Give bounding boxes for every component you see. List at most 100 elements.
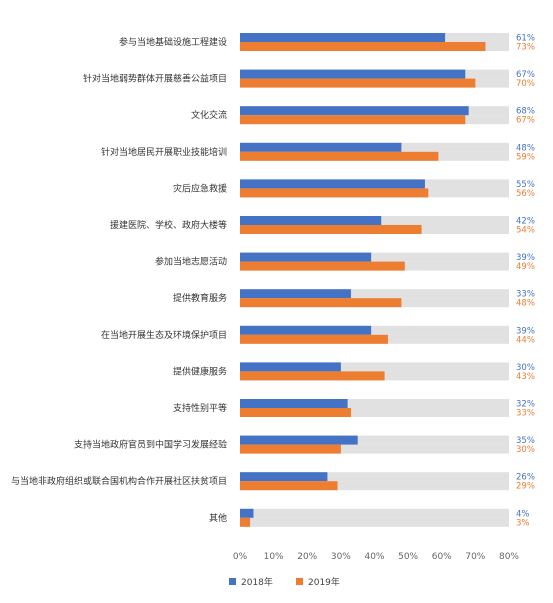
bar-track	[240, 289, 509, 299]
value-label: 39%	[516, 253, 535, 263]
category-label: 参加当地志愿活动	[155, 256, 227, 268]
category-label: 在当地开展生态及环境保护项目	[101, 329, 227, 341]
value-label: 30%	[516, 445, 535, 455]
bar-2018	[240, 508, 254, 518]
legend-swatch	[296, 578, 303, 585]
value-label: 54%	[516, 226, 535, 236]
x-tick-label: 20%	[297, 552, 317, 562]
legend-swatch	[229, 578, 236, 585]
x-tick-label: 10%	[264, 552, 284, 562]
category-label: 参与当地基础设施工程建设	[119, 36, 227, 48]
bar-2018	[240, 435, 358, 445]
bar-2018	[240, 216, 382, 225]
bar-2019	[240, 225, 422, 234]
value-label: 56%	[516, 189, 535, 199]
value-label: 61%	[516, 34, 535, 44]
bar-2019	[240, 188, 429, 198]
x-tick-label: 50%	[398, 552, 418, 562]
bar-track	[240, 517, 509, 527]
value-label: 33%	[516, 409, 535, 419]
value-label: 33%	[516, 290, 535, 300]
category-label: 与当地非政府组织或联合国机构合作开展社区扶贫项目	[11, 475, 227, 487]
category-label: 灾后应急救援	[173, 182, 227, 194]
value-label: 30%	[516, 363, 535, 373]
category-label: 提供教育服务	[173, 292, 227, 304]
value-label: 26%	[516, 473, 535, 483]
value-label: 32%	[516, 400, 535, 410]
legend-label: 2018年	[241, 576, 273, 588]
bar-2018	[240, 252, 372, 262]
x-tick-label: 40%	[364, 552, 384, 562]
value-label: 67%	[516, 70, 535, 80]
category-label: 针对当地弱势群体开展慈善公益项目	[83, 73, 227, 85]
bar-2019	[240, 334, 388, 344]
bar-2018	[240, 106, 469, 116]
bar-2018	[240, 399, 348, 408]
bar-2018	[240, 179, 425, 189]
bar-2018	[240, 472, 328, 482]
value-label: 70%	[516, 79, 535, 89]
x-tick-label: 30%	[331, 552, 351, 562]
category-label: 其他	[209, 512, 227, 524]
bar-track	[240, 435, 509, 445]
value-label: 55%	[516, 180, 535, 190]
value-label: 68%	[516, 107, 535, 117]
value-label: 59%	[516, 152, 535, 162]
bar-2018	[240, 33, 446, 42]
category-label: 提供健康服务	[173, 365, 227, 377]
bar-2019	[240, 151, 439, 161]
category-label: 支持性别平等	[173, 402, 227, 414]
x-tick-label: 0%	[233, 552, 248, 562]
bar-track	[240, 408, 509, 417]
category-label: 支持当地政府官员到中国学习发展经验	[74, 439, 227, 451]
value-label: 73%	[516, 43, 535, 53]
bar-2019	[240, 115, 466, 125]
value-label: 43%	[516, 372, 535, 382]
bar-2018	[240, 325, 372, 335]
bar-2019	[240, 408, 351, 417]
bar-2018	[240, 289, 351, 299]
bar-2019	[240, 42, 486, 51]
bar-track	[240, 325, 509, 335]
legend-label: 2019年	[308, 576, 340, 588]
bar-track	[240, 252, 509, 262]
bar-track	[240, 472, 509, 482]
bar-2018	[240, 142, 402, 152]
category-label: 援建医院、学校、政府大楼等	[110, 219, 227, 231]
bar-track	[240, 362, 509, 372]
bar-2018	[240, 362, 341, 372]
x-tick-label: 60%	[432, 552, 452, 562]
value-label: 29%	[516, 482, 535, 492]
bars	[240, 33, 486, 527]
value-label: 48%	[516, 143, 535, 153]
value-label: 49%	[516, 262, 535, 272]
bar-track	[240, 444, 509, 454]
value-labels: 61%73%67%70%68%67%48%59%55%56%42%54%39%4…	[516, 34, 535, 529]
category-label: 文化交流	[191, 109, 227, 121]
bar-2018	[240, 69, 466, 79]
bar-2019	[240, 444, 341, 454]
legend: 2018年 2019年	[229, 576, 340, 588]
value-label: 39%	[516, 326, 535, 336]
bar-2019	[240, 517, 251, 527]
bar-2019	[240, 261, 405, 271]
value-label: 48%	[516, 299, 535, 309]
category-labels: 参与当地基础设施工程建设针对当地弱势群体开展慈善公益项目文化交流针对当地居民开展…	[11, 36, 227, 524]
value-label: 67%	[516, 116, 535, 126]
value-label: 42%	[516, 217, 535, 227]
bar-2019	[240, 78, 476, 88]
value-label: 44%	[516, 335, 535, 345]
bar-track	[240, 399, 509, 408]
x-tick-label: 80%	[499, 552, 519, 562]
bar-track	[240, 508, 509, 518]
bar-2019	[240, 481, 338, 491]
x-axis: 0% 10% 20% 30% 40% 50% 60% 70% 80%	[233, 552, 520, 562]
bar-2019	[240, 371, 385, 381]
x-tick-label: 70%	[465, 552, 485, 562]
bar-track	[240, 481, 509, 491]
value-label: 35%	[516, 436, 535, 446]
value-label: 3%	[516, 518, 530, 528]
bar-2019	[240, 298, 402, 308]
category-label: 针对当地居民开展职业技能培训	[101, 146, 227, 158]
